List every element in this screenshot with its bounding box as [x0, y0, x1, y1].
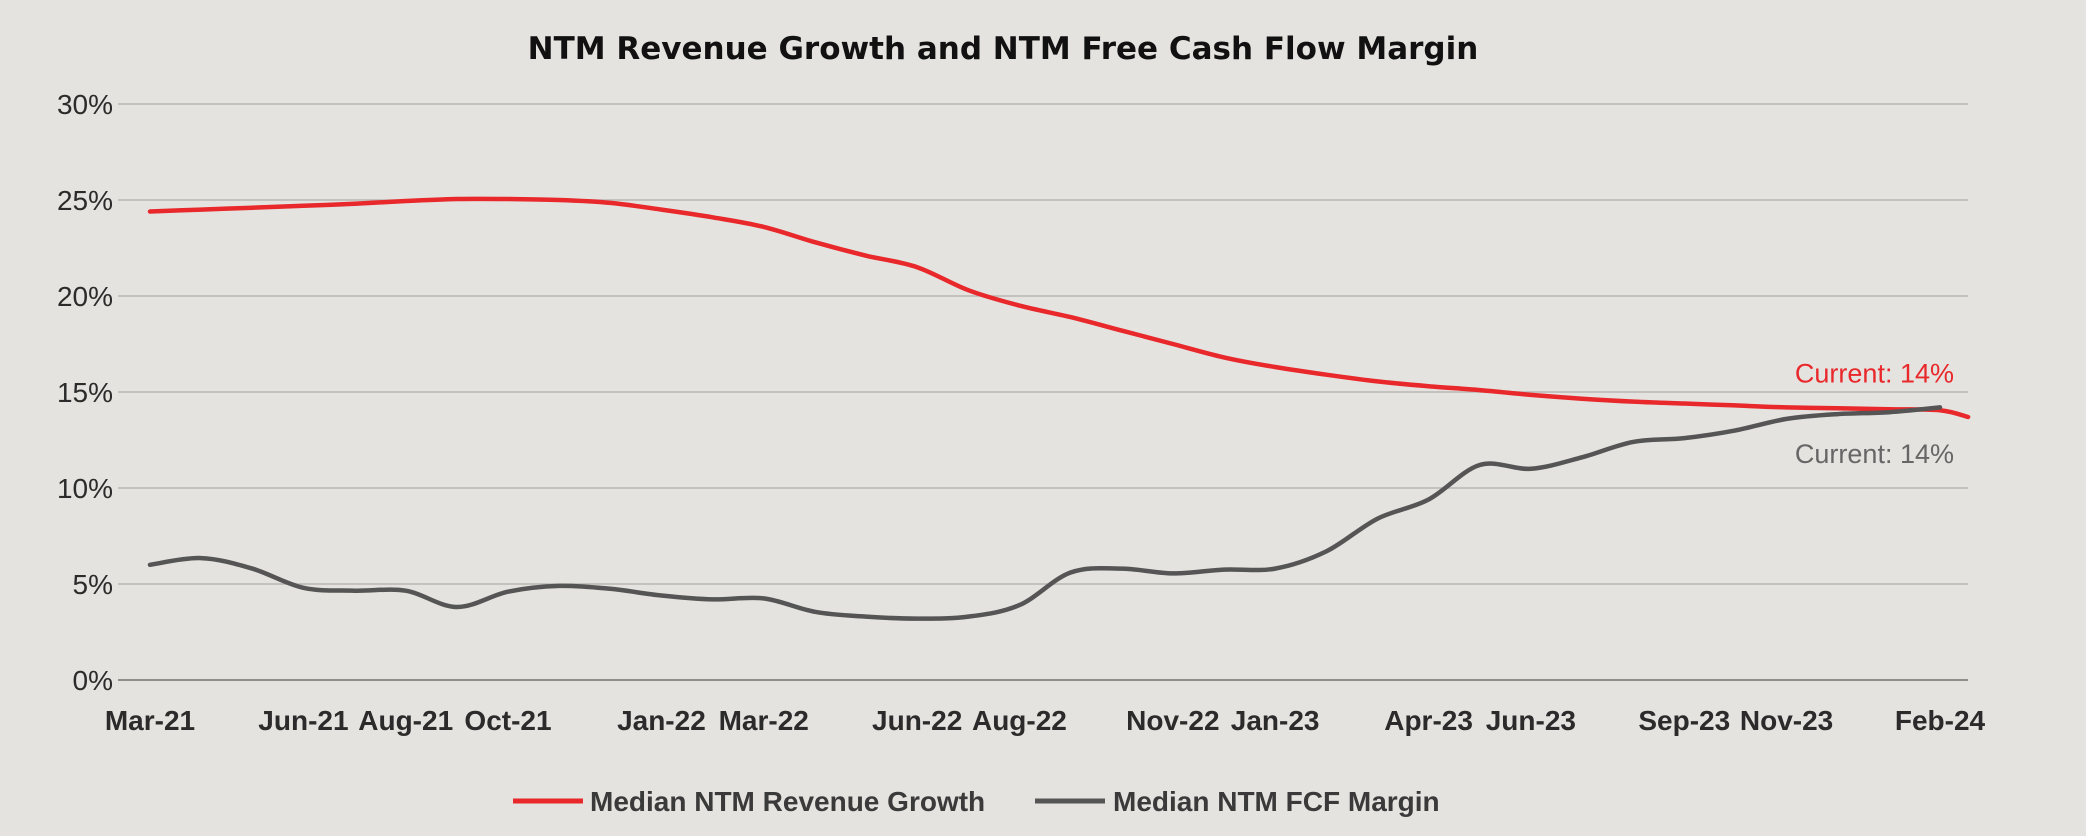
x-tick-label: Apr-23 [1384, 705, 1473, 736]
y-tick-label: 15% [57, 377, 113, 408]
x-tick-label: Jan-23 [1231, 705, 1320, 736]
revenue-growth-line [147, 196, 1971, 420]
x-tick-label: Mar-22 [719, 705, 809, 736]
y-tick-label: 0% [73, 665, 113, 696]
y-tick-label: 30% [57, 89, 113, 120]
y-axis-ticks: 0% 5% 10% 15% 20% 25% 30% [57, 89, 113, 696]
current-value-annotation: Current: 14% [1795, 439, 1954, 469]
legend: Median NTM Revenue Growth Median NTM FCF … [513, 786, 1440, 817]
x-tick-label: Nov-23 [1740, 705, 1833, 736]
fcf-margin-line [147, 405, 1943, 621]
series-lines [147, 196, 1971, 621]
y-tick-label: 20% [57, 281, 113, 312]
y-tick-label: 25% [57, 185, 113, 216]
y-tick-label: 10% [57, 473, 113, 504]
current-value-annotation: Current: 14% [1795, 359, 1954, 389]
x-tick-label: Mar-21 [105, 705, 195, 736]
legend-label: Median NTM FCF Margin [1113, 786, 1440, 817]
x-tick-label: Oct-21 [464, 705, 551, 736]
x-tick-label: Aug-22 [972, 705, 1067, 736]
legend-label: Median NTM Revenue Growth [590, 786, 985, 817]
x-tick-label: Jan-22 [617, 705, 706, 736]
x-tick-label: Nov-22 [1126, 705, 1219, 736]
x-tick-label: Jun-23 [1486, 705, 1576, 736]
x-tick-label: Jun-22 [872, 705, 962, 736]
x-tick-label: Feb-24 [1895, 705, 1986, 736]
x-tick-label: Jun-21 [258, 705, 348, 736]
x-tick-label: Sep-23 [1638, 705, 1730, 736]
x-axis-ticks: Mar-21 Jun-21 Aug-21 Oct-21 Jan-22 Mar-22 Jun-… [105, 705, 1986, 736]
y-tick-label: 5% [73, 569, 113, 600]
chart-title: NTM Revenue Growth and NTM Free Cash Flo… [528, 31, 1479, 67]
annotations: Current: 14% Current: 14% [1795, 359, 1954, 470]
gridlines [118, 103, 1968, 681]
x-tick-label: Aug-21 [358, 705, 453, 736]
